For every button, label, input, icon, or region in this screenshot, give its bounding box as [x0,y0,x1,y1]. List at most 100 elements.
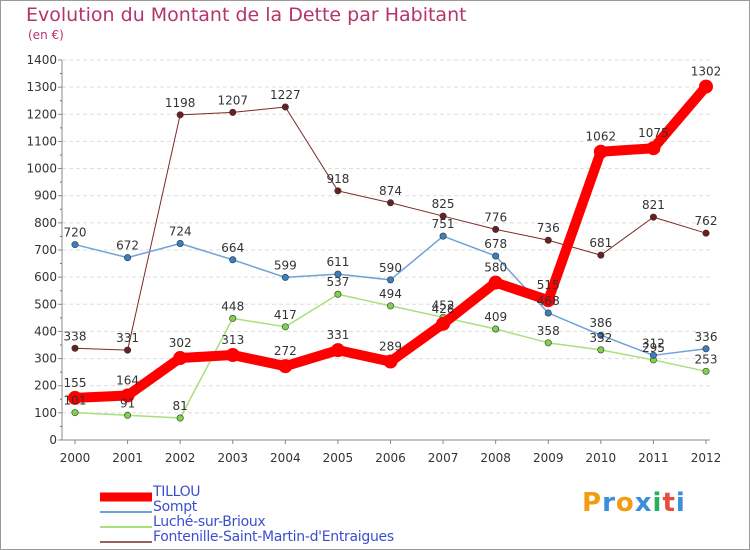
data-point [229,314,237,322]
data-label: 1207 [217,93,248,107]
data-point [173,351,188,366]
proxiti-logo: Proxiti [582,488,686,518]
data-point [176,239,184,247]
x-tick-label: 2002 [165,451,196,465]
x-tick-label: 2009 [533,451,564,465]
x-tick-label: 2003 [217,451,248,465]
chart-title: Evolution du Montant de la Dette par Hab… [26,4,467,26]
data-point [281,323,289,331]
data-point [124,411,132,419]
data-point [229,108,237,116]
data-label: 331 [116,331,139,345]
data-label: 776 [484,210,507,224]
data-point [124,254,132,262]
data-label: 1227 [270,88,301,102]
data-point [593,144,608,159]
y-tick-label: 600 [34,270,57,284]
data-point [699,79,713,94]
legend-label-sompt: Sompt [153,499,197,515]
data-label: 599 [274,258,297,272]
data-point [71,344,79,352]
logo-letter: i [675,488,686,518]
legend-swatch-fontenille [100,541,152,543]
x-tick-label: 2004 [270,451,301,465]
logo-letter: r [602,488,616,518]
data-label: 101 [64,394,87,408]
data-point [702,367,710,375]
x-tick-label: 2012 [691,451,722,465]
x-tick-label: 2011 [638,451,669,465]
data-point [334,270,342,278]
data-point [71,409,79,417]
x-tick-label: 2001 [112,451,143,465]
x-tick-label: 2010 [586,451,617,465]
data-point [488,275,503,290]
data-point [492,225,500,233]
data-label: 81 [173,399,188,413]
y-tick-label: 800 [34,216,57,230]
data-point [383,354,398,369]
logo-letter: o [615,488,635,518]
data-point [281,103,289,111]
data-label: 672 [116,239,139,253]
data-label: 336 [695,330,718,344]
data-label: 762 [695,214,718,228]
data-label: 681 [589,236,612,250]
data-point [597,346,605,354]
data-label: 155 [64,376,87,390]
y-tick-label: 400 [34,324,57,338]
y-tick-label: 500 [34,297,57,311]
data-point [702,229,710,237]
legend-label-fontenille: Fontenille-Saint-Martin-d'Entraigues [153,529,394,545]
data-label: 253 [695,352,718,366]
data-point [229,256,237,264]
data-point [386,276,394,284]
data-label: 821 [642,198,665,212]
data-point [334,187,342,195]
data-point [386,199,394,207]
data-point [120,388,135,403]
data-label: 611 [326,255,349,269]
data-label: 918 [326,172,349,186]
data-point [597,331,605,339]
data-label: 428 [432,302,455,316]
data-point [439,232,447,240]
data-point [225,348,240,363]
y-tick-label: 1400 [26,53,57,67]
data-point [544,339,552,347]
data-point [176,111,184,119]
legend-swatch-sompt [100,511,152,513]
data-label: 724 [169,224,192,238]
data-label: 1198 [165,96,196,110]
data-label: 295 [642,341,665,355]
data-label: 468 [537,294,560,308]
data-point [492,325,500,333]
x-tick-label: 2006 [375,451,406,465]
data-label: 1302 [691,65,722,79]
data-label: 1075 [638,126,669,140]
data-point [176,414,184,422]
y-tick-label: 1000 [26,162,57,176]
data-point [649,351,657,359]
data-point [330,343,345,358]
y-tick-label: 0 [49,433,57,447]
x-tick-label: 2007 [428,451,459,465]
data-label: 164 [116,373,139,387]
y-tick-label: 100 [34,406,57,420]
data-point [649,213,657,221]
data-point [71,241,79,249]
data-label: 751 [432,217,455,231]
data-label: 272 [274,344,297,358]
y-tick-label: 1100 [26,134,57,148]
data-point [544,236,552,244]
legend-swatch-tillou [100,492,152,502]
data-label: 720 [64,226,87,240]
data-label: 494 [379,287,402,301]
data-point [439,212,447,220]
data-label: 515 [537,278,560,292]
data-label: 417 [274,308,297,322]
x-tick-label: 2008 [480,451,511,465]
data-point [386,302,394,310]
